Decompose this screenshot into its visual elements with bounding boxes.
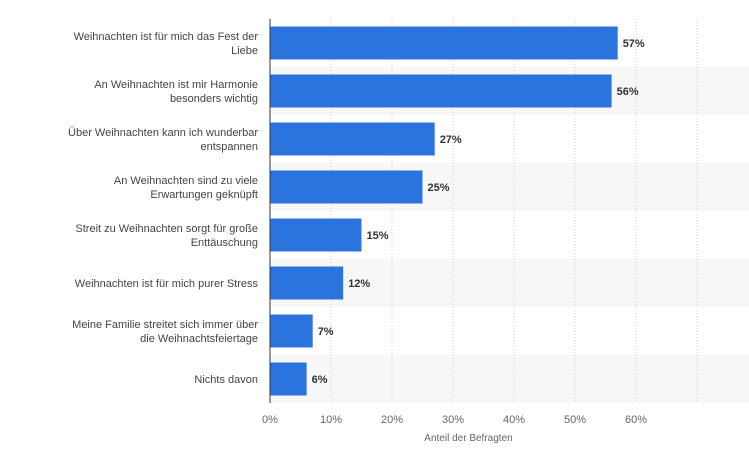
bar: [270, 266, 344, 300]
category-label: An Weihnachten sind zu viele Erwartungen …: [114, 175, 258, 201]
value-label: 12%: [348, 278, 370, 290]
category-label: Über Weihnachten kann ich wunderbar entsp…: [68, 127, 258, 153]
bar: [270, 218, 362, 252]
category-label: Streit zu Weihnachten sorgt für große Ent…: [75, 223, 258, 249]
x-axis-title: Anteil der Befragten: [424, 433, 512, 444]
bar: [270, 26, 618, 60]
category-label: Meine Familie streitet sich immer über di…: [72, 319, 258, 345]
value-label: 27%: [440, 134, 462, 146]
value-label: 56%: [617, 86, 639, 98]
bar: [270, 314, 313, 348]
category-label-line: An Weihnachten ist mir Harmonie: [94, 79, 258, 91]
category-label-line: Streit zu Weihnachten sorgt für große: [75, 223, 258, 235]
x-tick-label: 30%: [442, 414, 464, 426]
value-label: 7%: [318, 326, 334, 338]
row-band: [270, 259, 749, 307]
value-label: 57%: [623, 38, 645, 50]
x-tick-label: 50%: [564, 414, 586, 426]
category-label-line: Über Weihnachten kann ich wunderbar: [68, 127, 258, 139]
bar: [270, 170, 423, 204]
category-label: Weihnachten ist für mich das Fest der Lie…: [74, 31, 259, 57]
bar: [270, 122, 435, 156]
x-tick-label: 0%: [262, 414, 278, 426]
category-label-line: die Weihnachtsfeiertage: [140, 333, 258, 345]
value-label: 15%: [367, 230, 389, 242]
x-tick-label: 20%: [381, 414, 403, 426]
category-label-line: entspannen: [201, 141, 259, 153]
x-tick-label: 40%: [503, 414, 525, 426]
category-label-line: An Weihnachten sind zu viele: [114, 175, 258, 187]
x-tick-label: 10%: [320, 414, 342, 426]
category-label: Weihnachten ist für mich purer Stress: [75, 278, 259, 290]
bar: [270, 74, 612, 108]
value-label: 25%: [428, 182, 450, 194]
category-label-line: Weihnachten ist für mich purer Stress: [75, 278, 259, 290]
value-label: 6%: [312, 374, 328, 386]
category-label-line: besonders wichtig: [170, 93, 258, 105]
category-label-line: Nichts davon: [194, 374, 258, 386]
category-label-line: Liebe: [231, 45, 258, 57]
category-label: An Weihnachten ist mir Harmonie besonders…: [94, 79, 258, 105]
category-label: Nichts davon: [194, 374, 258, 386]
category-label-line: Weihnachten ist für mich das Fest der: [74, 31, 259, 43]
category-label-line: Meine Familie streitet sich immer über: [72, 319, 258, 331]
row-band: [270, 355, 749, 403]
x-tick-label: 60%: [625, 414, 647, 426]
bar: [270, 362, 307, 396]
category-label-line: Erwartungen geknüpft: [150, 189, 258, 201]
category-label-line: Enttäuschung: [191, 237, 258, 249]
